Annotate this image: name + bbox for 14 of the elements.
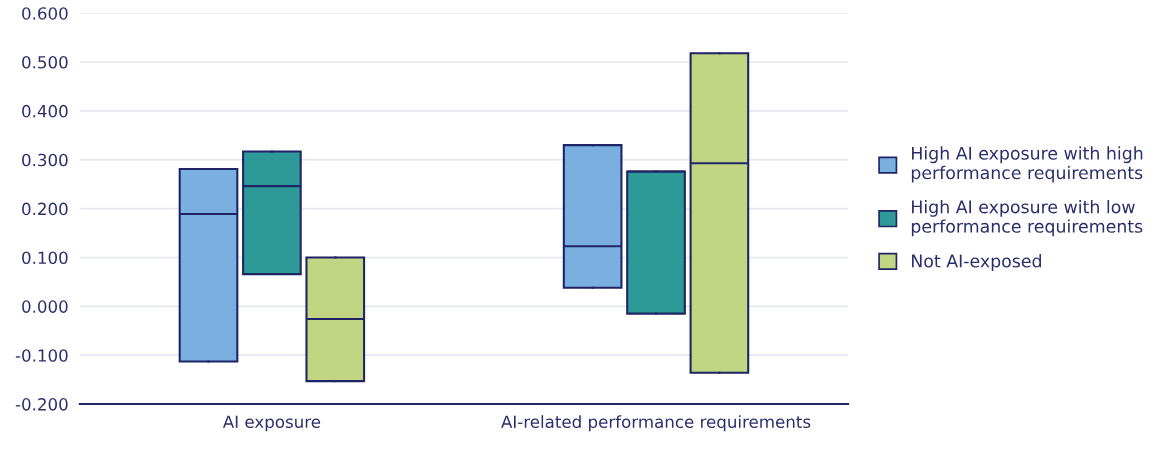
x-tick-label: AI exposure — [222, 415, 321, 432]
y-tick-label: -0.200 — [15, 398, 68, 411]
x-tick-label: AI-related performance requirements — [501, 415, 811, 432]
legend-label: Not AI-exposed — [912, 254, 1041, 271]
y-tick-label: 0.100 — [22, 251, 68, 265]
legend-label: High AI exposure with high performance requirements — [911, 146, 1143, 183]
y-tick-label: 0.000 — [22, 300, 68, 313]
y-tick-label: 0.500 — [22, 55, 68, 69]
y-tick-label: -0.100 — [15, 349, 68, 362]
y-tick-label: 0.200 — [22, 202, 68, 216]
y-tick-label: 0.400 — [22, 104, 68, 118]
y-tick-label: 0.600 — [22, 7, 68, 20]
legend-label: High AI exposure with low performance requirements — [911, 199, 1143, 237]
y-tick-label: 0.300 — [22, 153, 68, 167]
